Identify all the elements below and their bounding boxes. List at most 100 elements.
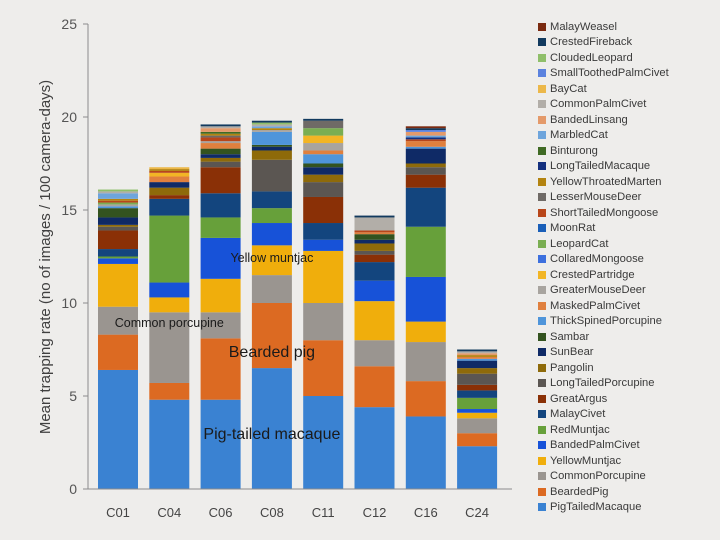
legend-label: MarbledCat <box>550 129 608 142</box>
legend-swatch <box>538 177 546 186</box>
bar-segment-MalayCivet <box>98 249 138 257</box>
legend-item: CollaredMongoose <box>538 252 718 268</box>
bar-segment-Sambar <box>251 144 292 147</box>
legend-item: YellowMuntjac <box>538 453 718 469</box>
legend-swatch <box>538 84 546 93</box>
bar-segment-LesserMouseDeer <box>303 120 344 129</box>
bar-segment-MalayCivet <box>457 390 498 398</box>
bar-segment-RedMuntjac <box>98 256 138 259</box>
bar-segment-SunBear <box>251 146 292 151</box>
legend-label: CommonPorcupine <box>550 470 646 483</box>
bar-segment-MarbledCat <box>405 135 446 138</box>
bar-segment-CloudedLeopard <box>98 189 138 192</box>
bar-segment-PigTailedMacaque <box>251 368 292 489</box>
legend-label: CollaredMongoose <box>550 253 644 266</box>
y-tick-label: 0 <box>69 481 77 497</box>
legend-swatch <box>538 410 546 419</box>
x-tick-label: C24 <box>465 505 489 520</box>
bar-segment-CrestedPartridge <box>149 172 190 177</box>
legend-item: CommonPorcupine <box>538 469 718 485</box>
legend-item: BandedPalmCivet <box>538 438 718 454</box>
y-ticks: 0 5 10 15 20 25 <box>61 16 88 497</box>
legend-label: ThickSpinedPorcupine <box>550 315 662 328</box>
legend-swatch <box>538 363 546 372</box>
legend-label: RedMuntjac <box>550 423 610 436</box>
bar-segment-GreaterMouseDeer <box>200 141 241 144</box>
legend-swatch <box>538 472 546 481</box>
bar-segment-Pangolin <box>405 163 446 168</box>
bar-segment-LongTailedMacaque <box>405 137 446 140</box>
bar-segment-GreatArgus <box>405 174 446 188</box>
legend-item: SunBear <box>538 345 718 361</box>
legend-label: BandedPalmCivet <box>550 439 640 452</box>
axes-layer <box>87 24 512 490</box>
bar-segment-CommonPorcupine <box>354 340 395 367</box>
legend-item: CloudedLeopard <box>538 50 718 66</box>
bar-segment-YellowThroatedMarten <box>149 169 190 171</box>
bar-segment-CrestedFireback <box>200 124 241 127</box>
legend-swatch <box>538 22 546 31</box>
legend: MalayWeasel CrestedFireback CloudedLeopard… <box>538 19 718 515</box>
bar-segment-LongTailedPorcupine <box>200 161 241 168</box>
bar-segment-CrestedFireback <box>405 128 446 131</box>
bar-segment-LongTailedPorcupine <box>405 167 446 175</box>
bar-segment-CommonPalmCivet <box>251 124 292 127</box>
legend-swatch <box>538 487 546 496</box>
y-tick-label: 10 <box>61 295 77 311</box>
legend-item: CommonPalmCivet <box>538 97 718 113</box>
bar-segment-BeardedPig <box>457 433 498 447</box>
legend-label: MoonRat <box>550 222 596 235</box>
legend-swatch <box>538 239 546 248</box>
bar-segment-CommonPalmCivet <box>200 126 241 129</box>
bar-segment-YellowMuntjac <box>405 321 446 343</box>
bar-segment-MalayWeasel <box>405 126 446 129</box>
bar-segment-LongTailedPorcupine <box>457 373 498 385</box>
legend-item: ShortTailedMongoose <box>538 205 718 221</box>
bar-segment-ShortTailedMongoose <box>200 137 241 142</box>
legend-swatch <box>538 394 546 403</box>
legend-swatch <box>538 456 546 465</box>
bar-segment-BandedLinsang <box>457 353 498 356</box>
legend-swatch <box>538 301 546 310</box>
bar-segment-ThickSpinedPorcupine <box>98 206 138 209</box>
bar-segment-BandedPalmCivet <box>251 223 292 246</box>
bar-segment-BeardedPig <box>354 366 395 408</box>
legend-swatch <box>538 270 546 279</box>
legend-swatch <box>538 379 546 388</box>
bar-segment-YellowThroatedMarten <box>200 133 241 136</box>
y-tick-label: 20 <box>61 109 77 125</box>
bar-segment-Pangolin <box>303 174 344 183</box>
bar-segment-CommonPalmCivet <box>457 351 498 354</box>
legend-label: YellowThroatedMarten <box>550 175 662 188</box>
bar-segment-SunBear <box>457 360 498 369</box>
legend-label: BandedLinsang <box>550 113 628 126</box>
bar-segment-Pangolin <box>251 150 292 160</box>
bar-segment-BeardedPig <box>251 303 292 369</box>
bar-segment-Sambar <box>354 234 395 240</box>
bar-segment-BeardedPig <box>98 334 138 370</box>
bar-segment-GreatArgus <box>200 167 241 194</box>
legend-item: ThickSpinedPorcupine <box>538 314 718 330</box>
bar-segment-MalayCivet <box>251 191 292 209</box>
bar-segment-MarbledCat <box>98 193 138 199</box>
bar-segment-SunBear <box>405 148 446 164</box>
bar-segment-CommonPorcupine <box>303 303 344 341</box>
bar-segment-GreatArgus <box>98 230 138 250</box>
bar-segment-MalayCivet <box>405 187 446 227</box>
bar-segment-MarbledCat <box>251 126 292 129</box>
annotation-label: Common porcupine <box>115 316 224 330</box>
x-ticks: C01 C04 C06 C08 C11 C12 C16 C24 <box>106 505 489 520</box>
bar-segment-LesserMouseDeer <box>200 135 241 138</box>
bar-segment-YellowMuntjac <box>200 278 241 313</box>
bar-segment-PigTailedMacaque <box>354 407 395 489</box>
legend-swatch <box>538 208 546 217</box>
legend-label: GreaterMouseDeer <box>550 284 646 297</box>
legend-swatch <box>538 332 546 341</box>
bar-segment-LeopardCat <box>98 202 138 205</box>
bar-segment-CrestedFireback <box>354 215 395 218</box>
bar-segment-Sambar <box>200 148 241 155</box>
legend-label: Binturong <box>550 144 598 157</box>
bar-segment-LongTailedPorcupine <box>354 250 395 255</box>
bar-segment-RedMuntjac <box>405 226 446 277</box>
